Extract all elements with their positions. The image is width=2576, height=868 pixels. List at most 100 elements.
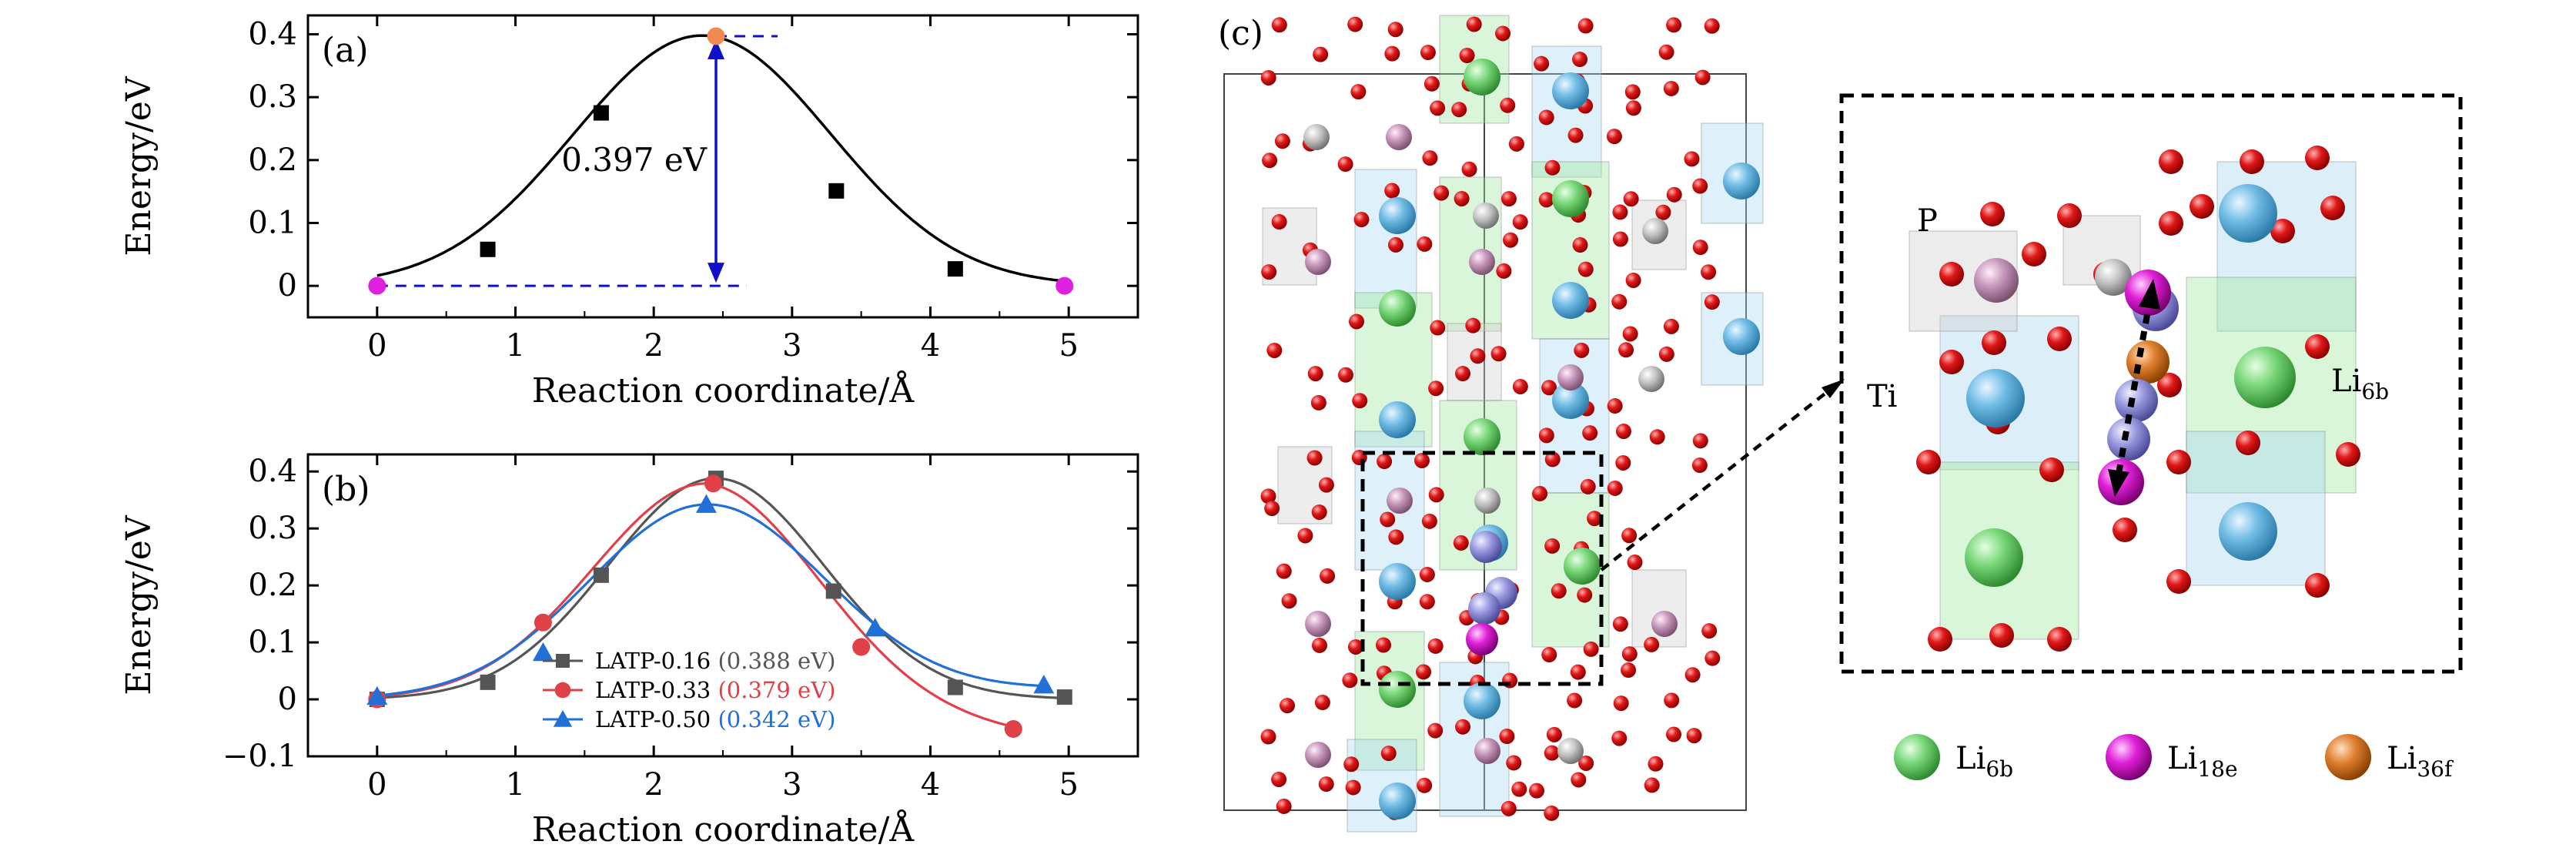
y-tick-label: −0.1 [222, 739, 297, 774]
oxygen-atom [1704, 18, 1720, 34]
oxygen-atom [1276, 798, 1292, 814]
oxygen-atom [1352, 393, 1368, 409]
structure-panel-c: (c) P Ti Li6b Li6b Li18e Li36f [1218, 14, 2463, 833]
x-tick-label: 1 [506, 328, 525, 364]
oxygen-atom [1274, 133, 1290, 149]
small-atom [1466, 623, 1498, 655]
oxygen-atom [1666, 186, 1682, 203]
label-p: P [1917, 203, 1938, 239]
oxygen-atom [1648, 756, 1664, 772]
oxygen-atom [1508, 136, 1524, 152]
oxygen-atom [1420, 45, 1436, 61]
oxygen-atom [1343, 756, 1360, 772]
zoom-atom [2219, 184, 2277, 243]
titanium-atom [1379, 783, 1416, 819]
oxygen-atom [1496, 263, 1512, 279]
oxygen-atom [1578, 755, 1594, 771]
oxygen-atom [1466, 16, 1482, 32]
oxygen-atom [1495, 25, 1511, 42]
zoom-atom [1966, 369, 2025, 427]
oxygen-atom [1417, 236, 1433, 252]
oxygen-atom [1541, 380, 1557, 396]
oxygen-atom [1502, 672, 1518, 689]
oxygen-atom [1350, 84, 1367, 100]
x-tick-label: 5 [1059, 767, 1078, 803]
oxygen-atom [1694, 69, 1711, 85]
y-tick-label: 0.3 [248, 511, 297, 546]
oxygen-atom [1307, 366, 1323, 382]
oxygen-atom [1422, 150, 1438, 166]
zoom-atom [2126, 340, 2170, 384]
oxygen-atom [1465, 317, 1481, 333]
oxygen-atom [1297, 528, 1313, 544]
oxygen-atom [1500, 97, 1516, 113]
zoom-oxygen-atom [2157, 373, 2182, 397]
chart-panel-a: 0 1 2 3 4 5 0 0.1 0.2 0.3 0.4 Reaction coordinate/Å… [119, 14, 1139, 411]
oxygen-atom [1546, 726, 1562, 742]
oxygen-atom [1538, 109, 1554, 126]
legend-marker [556, 654, 570, 668]
data-point [480, 674, 496, 690]
oxygen-atom [1606, 129, 1622, 145]
data-point [828, 183, 845, 199]
oxygen-atom [1314, 695, 1330, 711]
oxygen-atom [1451, 102, 1467, 118]
oxygen-atom [1261, 264, 1277, 280]
oxygen-atom [1266, 342, 1283, 358]
zoom-oxygen-atom [2113, 518, 2137, 542]
data-point [825, 583, 841, 599]
oxygen-atom [1430, 100, 1446, 116]
oxygen-atom [1583, 641, 1599, 657]
oxygen-atom [1538, 192, 1554, 208]
oxygen-atom [1574, 342, 1590, 358]
oxygen-atom [1384, 183, 1400, 199]
x-tick-label: 5 [1059, 328, 1078, 364]
lithium-atom [1379, 671, 1416, 708]
oxygen-atom [1310, 394, 1326, 411]
zoom-oxygen-atom [2305, 146, 2330, 170]
data-point [1056, 689, 1072, 705]
oxygen-atom [1490, 346, 1507, 362]
x-tick-label: 2 [644, 767, 663, 803]
oxygen-atom [1567, 692, 1583, 709]
oxygen-atom [1503, 232, 1519, 248]
green-sphere-icon [1894, 734, 1940, 780]
oxygen-atom [1271, 771, 1287, 787]
y-tick-label: 0.1 [248, 206, 297, 241]
oxygen-atom [1427, 722, 1444, 739]
oxygen-atom [1577, 261, 1594, 277]
oxygen-atom [1311, 504, 1327, 520]
oxygen-atom [1625, 272, 1641, 288]
small-atom [1468, 592, 1500, 625]
x-tick-label: 4 [921, 328, 940, 364]
oxygen-atom [1416, 664, 1432, 680]
oxygen-atom [1461, 161, 1477, 177]
oxygen-atom [1455, 366, 1471, 382]
x-tick-label: 0 [367, 328, 386, 364]
oxygen-atom [1658, 346, 1674, 362]
chart-legend: LATP-0.16 (0.388 eV) LATP-0.33 (0.379 eV)… [543, 648, 835, 732]
oxygen-atom [1511, 781, 1527, 797]
zoom-atoms [1916, 146, 2360, 652]
y-tick-label: 0.1 [248, 625, 297, 660]
zoom-atom [2095, 259, 2132, 296]
oxygen-atom [1318, 477, 1334, 493]
legend-entry: LATP-0.33 (0.379 eV) [595, 677, 835, 703]
zoom-atom [2234, 347, 2296, 408]
zoom-oxygen-atom [2270, 219, 2295, 243]
x-tick-label: 3 [782, 767, 801, 803]
y-axis-label: Energy/eV [119, 75, 159, 256]
data-point [852, 638, 871, 656]
y-tick-label: 0 [278, 682, 297, 717]
zoom-arrow-line [1600, 385, 1835, 571]
oxygen-atom [1320, 568, 1336, 584]
legend-marker [553, 709, 573, 727]
oxygen-atom [1567, 127, 1584, 143]
zoom-oxygen-atom [2047, 327, 2072, 351]
zoom-oxygen-atom [1980, 202, 2005, 226]
oxygen-atom [1342, 672, 1358, 689]
oxygen-atom [1280, 698, 1296, 714]
zoom-oxygen-atom [1939, 262, 1964, 287]
selection-box [1360, 451, 1604, 686]
